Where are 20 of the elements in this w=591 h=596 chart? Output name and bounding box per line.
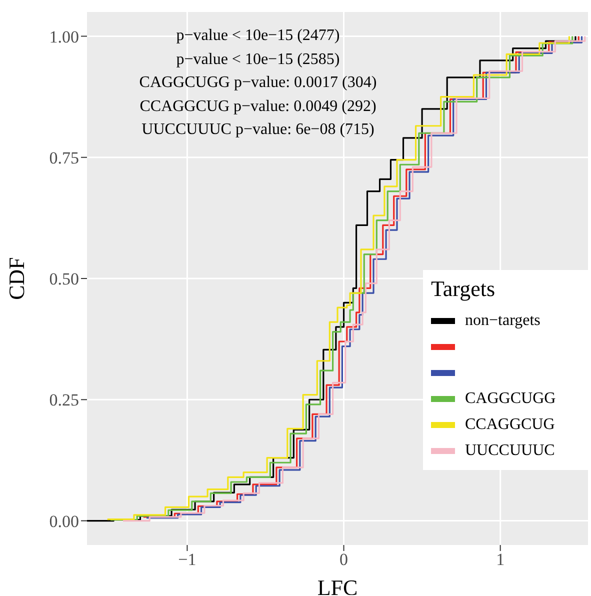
legend-label: non−targets: [465, 312, 540, 330]
x-tick-label: −1: [178, 550, 196, 570]
legend-label: CAGGCUGG: [465, 390, 556, 408]
x-tick-label: 0: [340, 550, 348, 570]
legend-label: CCAGGCUG: [465, 416, 555, 434]
annotation: CAGGCUGG p−value: 0.0017 (304): [138, 73, 378, 93]
y-tick-label: 0.25: [49, 390, 79, 410]
y-tick-label: 0.50: [49, 270, 79, 289]
annotation: CCAGGCUG p−value: 0.0049 (292): [138, 96, 378, 116]
legend-label: UUCCUUUC: [465, 442, 555, 460]
y-tick-label: 1.00: [49, 27, 79, 46]
x-tick-label: 1: [496, 550, 505, 570]
y-tick-label: 0.00: [49, 512, 79, 531]
annotation: UUCCUUUC p−value: 6e−08 (715): [140, 120, 376, 140]
y-tick-label: 0.75: [49, 148, 79, 168]
x-axis-title: LFC: [317, 575, 358, 596]
y-axis-title: CDF: [4, 257, 29, 300]
annotation: p−value < 10e−15 (2585): [175, 50, 341, 70]
legend-title: Targets: [431, 276, 496, 302]
annotation: p−value < 10e−15 (2477): [175, 26, 341, 46]
